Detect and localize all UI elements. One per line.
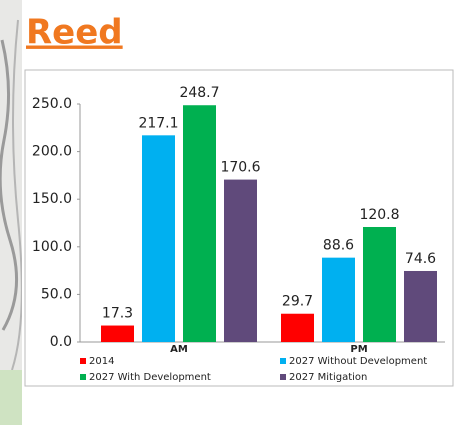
legend-label: 2027 Mitigation — [289, 372, 367, 383]
data-label: 88.6 — [323, 238, 354, 254]
bar — [404, 270, 437, 342]
legend-label: 2027 Without Development — [289, 356, 427, 367]
map-road — [0, 39, 19, 331]
legend-swatch — [280, 358, 286, 364]
legend-swatch — [80, 374, 86, 380]
data-label: 74.6 — [405, 251, 436, 267]
data-label: 170.6 — [220, 160, 260, 176]
legend-label: 2027 With Development — [89, 372, 211, 383]
bar — [101, 325, 134, 342]
y-tick-label: 250.0 — [32, 96, 72, 112]
y-tick-label: 50.0 — [41, 286, 72, 302]
map-road — [11, 19, 23, 371]
data-label: 120.8 — [359, 207, 399, 223]
legend-swatch — [280, 374, 286, 380]
map-park — [0, 370, 22, 425]
bar — [183, 105, 216, 342]
data-label: 29.7 — [282, 294, 313, 310]
bar — [224, 179, 257, 342]
x-tick-label: AM — [170, 344, 188, 355]
data-label: 217.1 — [138, 115, 178, 131]
data-label: 17.3 — [102, 306, 133, 322]
bar — [281, 313, 314, 342]
bar — [363, 226, 396, 342]
data-label: 248.7 — [179, 85, 219, 101]
bar — [322, 257, 355, 342]
map-strip — [0, 0, 22, 425]
y-tick-label: 100.0 — [32, 239, 72, 255]
y-tick-label: 0.0 — [50, 334, 72, 350]
x-tick-label: PM — [350, 344, 367, 355]
bar — [142, 135, 175, 342]
page-title: Reed — [26, 13, 123, 53]
y-tick-label: 150.0 — [32, 191, 72, 207]
legend-label: 2014 — [89, 356, 114, 367]
legend-swatch — [80, 358, 86, 364]
y-tick-label: 200.0 — [32, 144, 72, 160]
